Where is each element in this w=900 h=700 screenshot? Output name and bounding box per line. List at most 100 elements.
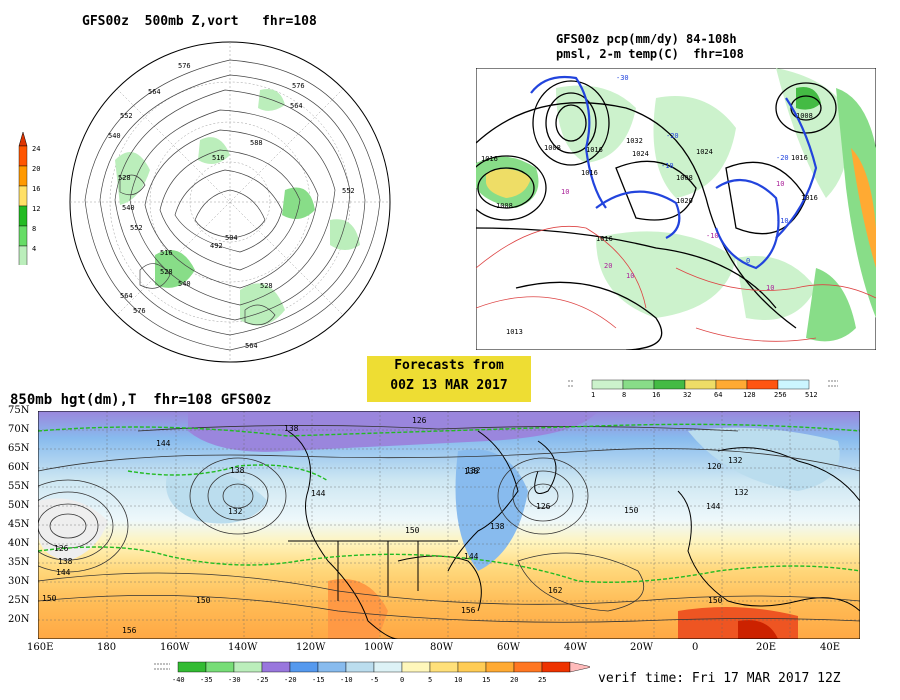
svg-text:-20: -20: [776, 154, 789, 162]
temp-colorbar-swatch: [541, 661, 571, 673]
svg-text:132: 132: [728, 456, 743, 465]
svg-text:144: 144: [706, 502, 721, 511]
svg-text:150: 150: [708, 596, 723, 605]
temp-colorbar-arrow: [569, 661, 590, 673]
forecast-init-badge: Forecasts from 00Z 13 MAR 2017: [367, 356, 531, 402]
svg-text:1016: 1016: [481, 155, 498, 163]
temp-colorbar-swatch: [373, 661, 403, 673]
svg-text:564: 564: [245, 342, 258, 350]
temp-colorbar-swatch: [289, 661, 319, 673]
temp-colorbar: [154, 661, 590, 673]
precip-colorbar-swatch: [653, 379, 686, 390]
panel-pcp-title-line2: pmsl, 2-m temp(C) fhr=108: [556, 47, 744, 61]
svg-text:138: 138: [464, 467, 479, 476]
svg-text:528: 528: [260, 282, 273, 290]
svg-text:552: 552: [342, 187, 355, 195]
svg-text:-30: -30: [616, 74, 629, 82]
svg-text:138: 138: [58, 557, 73, 566]
svg-text:156: 156: [461, 606, 476, 615]
svg-text:120: 120: [707, 462, 722, 471]
forecast-init-line1: Forecasts from: [394, 358, 504, 373]
precip-colorbar: [568, 379, 838, 390]
svg-text:156: 156: [122, 626, 137, 635]
svg-text:162: 162: [548, 586, 563, 595]
svg-text:576: 576: [178, 62, 191, 70]
svg-text:-10: -10: [706, 232, 719, 240]
svg-text:126: 126: [412, 416, 427, 425]
temp-colorbar-swatch: [429, 661, 459, 673]
svg-text:1020: 1020: [676, 197, 693, 205]
svg-text:564: 564: [148, 88, 161, 96]
lat-axis: 75N 70N 65N 60N 55N 50N 45N 40N 35N 30N …: [8, 405, 30, 625]
temp-colorbar-labels: -40 -35 -30 -25 -20 -15 -10 -5 0 5 10 15…: [172, 676, 547, 684]
svg-text:-10: -10: [661, 162, 674, 170]
svg-text:588: 588: [250, 139, 263, 147]
svg-text:1016: 1016: [581, 169, 598, 177]
svg-text:150: 150: [624, 506, 639, 515]
svg-text:576: 576: [292, 82, 305, 90]
svg-text:132: 132: [734, 488, 749, 497]
svg-text:144: 144: [311, 489, 326, 498]
svg-text:138: 138: [490, 522, 505, 531]
svg-text:0: 0: [746, 257, 750, 265]
precip-colorbar-swatch: [622, 379, 655, 390]
vort-colorbar-swatch: [18, 165, 28, 187]
svg-text:-20: -20: [666, 132, 679, 140]
svg-text:564: 564: [120, 292, 133, 300]
temp-colorbar-swatch: [233, 661, 263, 673]
svg-text:516: 516: [212, 154, 225, 162]
svg-text:150: 150: [405, 526, 420, 535]
precip-colorbar-swatch: [746, 379, 779, 390]
svg-text:492: 492: [210, 242, 223, 250]
svg-text:540: 540: [122, 204, 135, 212]
svg-text:144: 144: [156, 439, 171, 448]
svg-text:10: 10: [561, 188, 569, 196]
temp-colorbar-swatch: [317, 661, 347, 673]
svg-text:552: 552: [120, 112, 133, 120]
svg-text:150: 150: [196, 596, 211, 605]
verif-time: verif time: Fri 17 MAR 2017 12Z: [598, 671, 841, 686]
svg-text:10: 10: [766, 284, 774, 292]
svg-text:1008: 1008: [496, 202, 513, 210]
svg-text:1008: 1008: [796, 112, 813, 120]
svg-text:132: 132: [228, 507, 243, 516]
svg-text:1032: 1032: [626, 137, 643, 145]
temp-colorbar-swatch: [261, 661, 291, 673]
svg-text:20: 20: [604, 262, 612, 270]
svg-text:10: 10: [776, 180, 784, 188]
svg-text:126: 126: [536, 502, 551, 511]
panel-500mb-title: GFS00z 500mb Z,vort fhr=108: [82, 14, 317, 29]
svg-text:1016: 1016: [801, 194, 818, 202]
svg-text:144: 144: [56, 568, 71, 577]
svg-text:516: 516: [160, 249, 173, 257]
vort-colorbar-swatch: [18, 185, 28, 207]
svg-text:1016: 1016: [596, 235, 613, 243]
vort-colorbar-swatch: [18, 225, 28, 247]
svg-text:528: 528: [160, 268, 173, 276]
temp-colorbar-swatch: [205, 661, 235, 673]
lon-axis: 160E 180 160W 140W 120W 100W 80W 60W 40W…: [27, 642, 841, 653]
svg-text:1016: 1016: [586, 146, 603, 154]
temp-colorbar-swatch: [513, 661, 543, 673]
svg-text:1013: 1013: [506, 328, 523, 336]
svg-text:504: 504: [225, 234, 238, 242]
svg-text:564: 564: [290, 102, 303, 110]
temp-colorbar-swatch: [485, 661, 515, 673]
vort-colorbar-swatch: [18, 145, 28, 167]
svg-text:576: 576: [133, 307, 146, 315]
panel-pcp-title-line1: GFS00z pcp(mm/dy) 84-108h: [556, 32, 737, 46]
temp-colorbar-swatch: [457, 661, 487, 673]
vort-colorbar-swatch: [18, 205, 28, 227]
svg-text:126: 126: [54, 544, 69, 553]
vort-colorbar-labels: 24 20 16 12 8 4: [32, 145, 41, 253]
svg-text:10: 10: [626, 272, 634, 280]
vort-colorbar-swatch: [18, 245, 28, 265]
svg-text:138: 138: [230, 466, 245, 475]
svg-text:1016: 1016: [791, 154, 808, 162]
svg-text:144: 144: [464, 552, 479, 561]
precip-colorbar-swatch: [777, 379, 810, 390]
temp-colorbar-swatch: [177, 661, 207, 673]
